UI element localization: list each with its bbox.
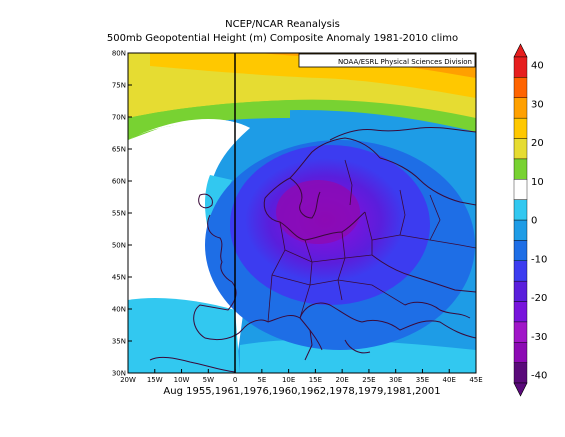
colorbar-segment: [513, 280, 528, 302]
lon-tick-label: 25E: [362, 376, 375, 384]
lat-tick-label: 50N: [112, 242, 126, 250]
colorbar-segment: [513, 240, 528, 261]
longitude-ticks: 20W 15W 10W 5W 0 5E 10E 15E 20E 25E 30E 35E 40E 45E: [120, 369, 483, 384]
colorbar-label: 10: [531, 177, 544, 188]
colorbar-top-arrow: [513, 43, 528, 58]
lon-tick-label: 35E: [416, 376, 429, 384]
colorbar-segment: [513, 219, 528, 241]
chart-subtitle: 500mb Geopotential Height (m) Composite …: [106, 33, 459, 44]
colorbar-segment: [513, 138, 528, 160]
colorbar-segment: [513, 260, 528, 282]
colorbar-label: 30: [531, 99, 544, 110]
colorbar-segment: [513, 362, 528, 384]
lon-tick-label: 45E: [469, 376, 482, 384]
colorbar-label: 40: [531, 61, 544, 72]
lat-tick-label: 55N: [112, 210, 126, 218]
colorbar-label: -30: [531, 332, 547, 343]
credit-box: NOAA/ESRL Physical Sciences Division: [298, 53, 476, 68]
lon-tick-label: 20W: [120, 376, 136, 384]
lon-tick-label: 20E: [335, 376, 348, 384]
colorbar-segment: [513, 301, 528, 323]
lon-tick-label: 15W: [147, 376, 163, 384]
colorbar-labels: 40 30 20 10 0 -10 -20 -30 -40: [531, 61, 547, 382]
colorbar-segment: [513, 77, 528, 98]
lon-tick-label: 5W: [203, 376, 214, 384]
colorbar-label: 20: [531, 138, 544, 149]
colorbar-label: -10: [531, 254, 547, 265]
colorbar-segment: [513, 179, 528, 200]
lon-tick-label: 10E: [282, 376, 295, 384]
colorbar-segment: [513, 56, 528, 78]
lon-tick-label: 40E: [443, 376, 456, 384]
x-axis-label: Aug 1955,1961,1976,1960,1962,1978,1979,1…: [163, 386, 441, 397]
latitude-ticks: 30N 35N 40N 45N 50N 55N 60N 65N 70N 75N 80N: [112, 50, 132, 378]
colorbar-segment: [513, 97, 528, 119]
lat-tick-label: 60N: [112, 178, 126, 186]
colorbar-segment: [513, 158, 528, 180]
colorbar-label: -40: [531, 371, 547, 382]
colorbar-label: 0: [531, 216, 537, 227]
colorbar-bottom-arrow: [513, 382, 528, 397]
lat-tick-label: 45N: [112, 274, 126, 282]
lon-tick-label: 15E: [309, 376, 322, 384]
colorbar-segment: [513, 321, 528, 343]
lat-tick-label: 75N: [112, 82, 126, 90]
country-borders: [267, 159, 476, 323]
lon-tick-label: 10W: [174, 376, 190, 384]
lon-tick-label: 5E: [257, 376, 266, 384]
colorbar-segment: [513, 199, 528, 221]
colorbar: [513, 43, 528, 397]
lat-tick-label: 70N: [112, 114, 126, 122]
chart-title: NCEP/NCAR Reanalysis: [225, 19, 340, 30]
colorbar-label: -20: [531, 293, 547, 304]
lat-tick-label: 65N: [112, 146, 126, 154]
lon-tick-label: 0: [233, 376, 237, 384]
lat-tick-label: 80N: [112, 50, 126, 58]
lat-tick-label: 35N: [112, 338, 126, 346]
credit-text: NOAA/ESRL Physical Sciences Division: [338, 58, 472, 66]
colorbar-segment: [513, 342, 528, 363]
lon-tick-label: 30E: [389, 376, 402, 384]
lat-tick-label: 40N: [112, 306, 126, 314]
colorbar-segment: [513, 117, 528, 139]
lat-tick-label: 30N: [112, 370, 126, 378]
